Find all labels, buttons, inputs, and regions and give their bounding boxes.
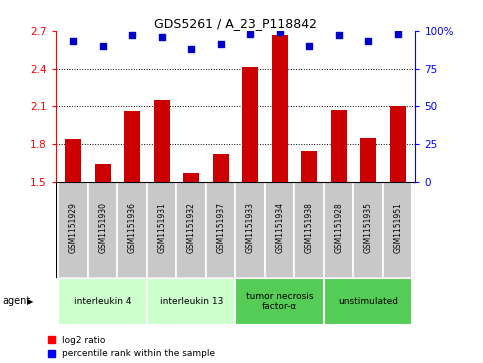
Bar (330, 110, 347, 182)
Text: GSM1151937: GSM1151937 (216, 202, 225, 253)
Bar (360, 138, 376, 182)
Bar (354, 182, 383, 278)
Bar (147, 182, 176, 278)
Point (394, 31, 401, 37)
Bar (242, 67, 258, 182)
Bar (271, 34, 288, 182)
Bar (183, 173, 199, 182)
Bar (383, 182, 412, 278)
Bar (301, 151, 317, 182)
Bar (65, 139, 81, 182)
Bar (236, 182, 265, 278)
Legend: log2 ratio, percentile rank within the sample: log2 ratio, percentile rank within the s… (48, 336, 215, 359)
Text: GSM1151928: GSM1151928 (334, 202, 343, 253)
Title: GDS5261 / A_23_P118842: GDS5261 / A_23_P118842 (154, 17, 317, 30)
Bar (154, 100, 170, 182)
Text: interleukin 13: interleukin 13 (159, 297, 223, 306)
Point (335, 32, 342, 38)
Text: GSM1151929: GSM1151929 (69, 202, 78, 253)
Bar (117, 182, 147, 278)
Text: GSM1151938: GSM1151938 (305, 202, 313, 253)
Bar (206, 182, 236, 278)
Point (364, 38, 372, 44)
Text: tumor necrosis
factor-α: tumor necrosis factor-α (246, 291, 313, 311)
Bar (124, 111, 141, 182)
Bar (324, 182, 354, 278)
Point (246, 31, 254, 37)
Text: GSM1151933: GSM1151933 (246, 202, 255, 253)
Text: GSM1151935: GSM1151935 (364, 202, 373, 253)
Point (187, 46, 195, 52)
Bar (236, 278, 324, 325)
Bar (88, 182, 117, 278)
Point (276, 29, 284, 35)
Text: GSM1151930: GSM1151930 (98, 202, 107, 253)
Bar (324, 278, 412, 325)
Point (70, 38, 77, 44)
Bar (176, 182, 206, 278)
Text: agent: agent (2, 296, 30, 306)
Bar (95, 164, 111, 182)
Text: GSM1151951: GSM1151951 (393, 202, 402, 253)
Bar (295, 182, 324, 278)
Point (217, 41, 225, 47)
Text: unstimulated: unstimulated (338, 297, 398, 306)
Text: GSM1151934: GSM1151934 (275, 202, 284, 253)
Point (99, 43, 107, 49)
Point (158, 34, 166, 40)
Point (305, 43, 313, 49)
Bar (213, 154, 229, 182)
Bar (58, 278, 147, 325)
Bar (147, 278, 236, 325)
Point (128, 32, 136, 38)
Text: GSM1151936: GSM1151936 (128, 202, 137, 253)
Bar (265, 182, 295, 278)
Text: GSM1151932: GSM1151932 (187, 202, 196, 253)
Bar (390, 106, 406, 182)
Bar (58, 182, 88, 278)
Text: interleukin 4: interleukin 4 (74, 297, 131, 306)
Text: ▶: ▶ (27, 297, 33, 306)
Text: GSM1151931: GSM1151931 (157, 202, 166, 253)
